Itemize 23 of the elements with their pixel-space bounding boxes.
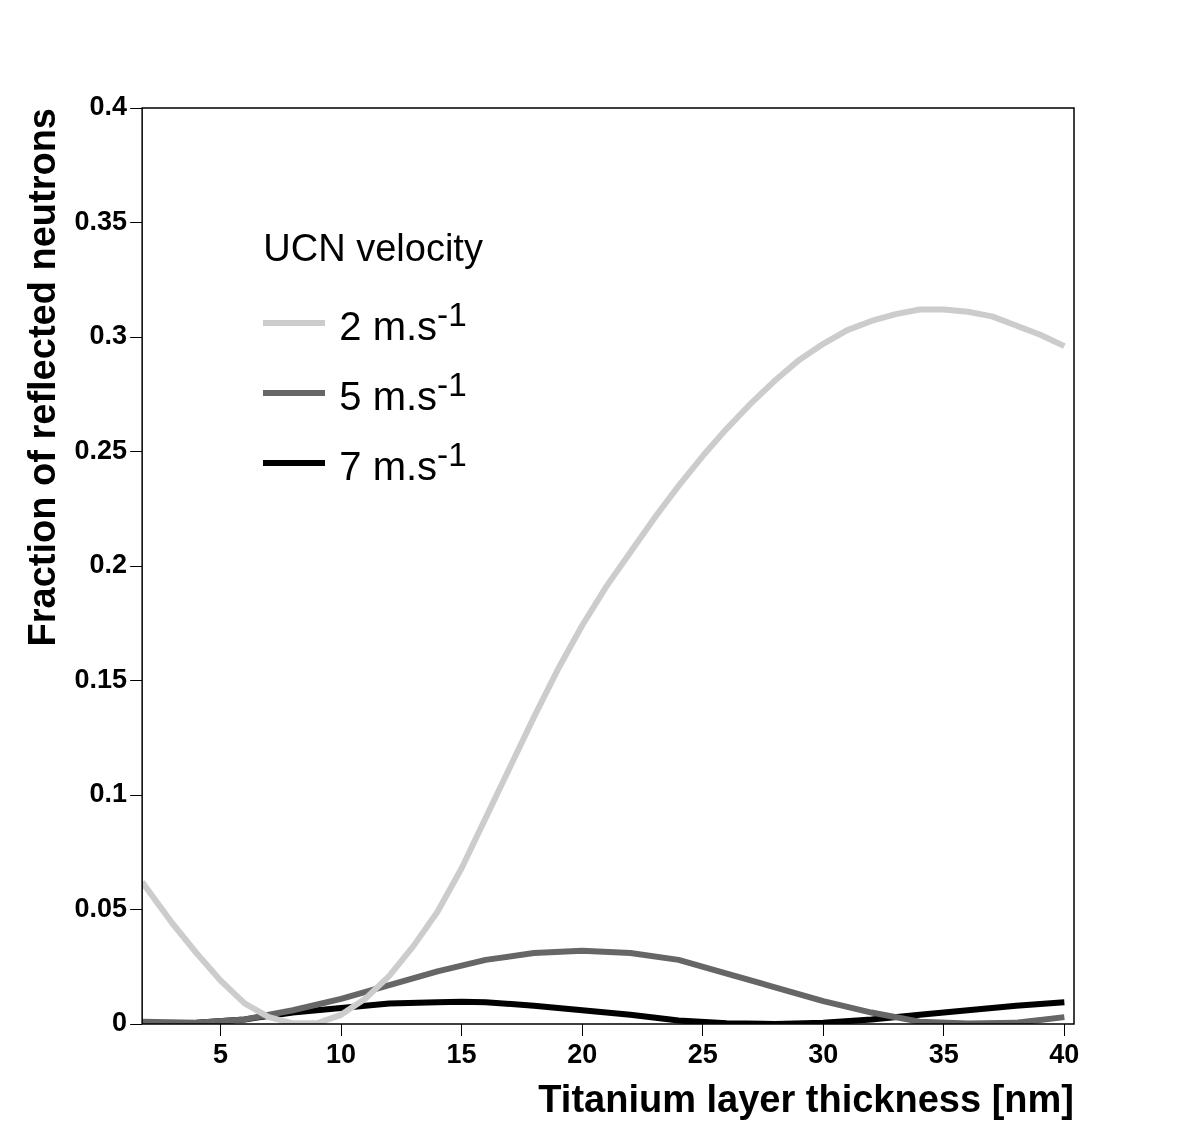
legend-label: 5 m.s$^{-1}$ — [339, 366, 467, 420]
y-tick-label: 0.3 — [89, 320, 128, 351]
legend-label: 7 m.s$^{-1}$ — [339, 436, 467, 490]
y-tick-label: 0.35 — [74, 205, 128, 236]
y-tick-label: 0.05 — [74, 892, 128, 923]
legend-title: UCN velocity — [263, 227, 483, 271]
x-axis-title: Titanium layer thickness [nm] — [538, 1077, 1074, 1120]
x-tick-label: 35 — [928, 1038, 959, 1069]
x-tick-label: 15 — [446, 1038, 477, 1069]
y-tick-label: 0 — [112, 1007, 128, 1038]
y-tick-label: 0.25 — [74, 434, 128, 465]
x-tick-label: 30 — [808, 1038, 839, 1069]
y-tick-label: 0.15 — [74, 663, 128, 694]
x-tick-label: 40 — [1049, 1038, 1080, 1069]
y-axis-title: Fraction of reflected neutrons — [21, 108, 64, 647]
y-tick-label: 0.2 — [89, 549, 128, 580]
x-tick-label: 20 — [567, 1038, 598, 1069]
y-tick-label: 0.4 — [89, 91, 128, 122]
x-tick-label: 10 — [326, 1038, 357, 1069]
legend-label: 2 m.s$^{-1}$ — [339, 296, 467, 350]
x-tick-label: 5 — [212, 1038, 229, 1069]
x-tick-label: 25 — [687, 1038, 718, 1069]
y-tick-label: 0.1 — [89, 778, 128, 809]
